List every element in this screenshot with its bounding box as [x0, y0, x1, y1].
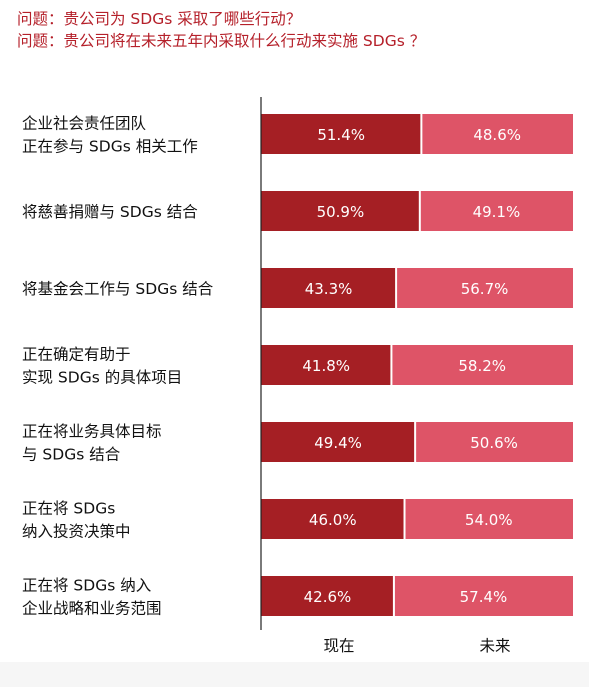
bar-value-label: 57.4%	[460, 588, 508, 606]
bar-value-label: 41.8%	[302, 357, 350, 375]
segment-separator	[392, 576, 395, 616]
bar-segment-future	[419, 191, 573, 231]
category-label: 正在将 SDGs 纳入企业战略和业务范围	[22, 577, 162, 618]
bar-value-label: 46.0%	[309, 511, 357, 529]
bar-value-label: 49.4%	[314, 434, 362, 452]
bar-value-label: 58.2%	[458, 357, 506, 375]
bottom-strip	[0, 662, 589, 687]
bar-value-label: 49.1%	[473, 203, 521, 221]
bar-segment-now	[261, 499, 405, 539]
bar-segment-future	[404, 499, 573, 539]
bar-value-label: 56.7%	[461, 280, 509, 298]
segment-separator	[414, 422, 417, 462]
bar-segment-now	[261, 576, 394, 616]
bar-segment-future	[391, 345, 573, 385]
bar-value-label: 50.9%	[317, 203, 365, 221]
category-label-line: 实现 SDGs 的具体项目	[22, 369, 182, 387]
question-block: 问题：贵公司为 SDGs 采取了哪些行动？ 问题：贵公司将在未来五年内采取什么行…	[17, 8, 577, 52]
segment-separator	[403, 499, 406, 539]
category-label-line: 企业社会责任团队	[22, 115, 147, 133]
bar-value-label: 51.4%	[317, 126, 365, 144]
category-label: 正在确定有助于实现 SDGs 的具体项目	[22, 346, 182, 387]
question-current-actions: 问题：贵公司为 SDGs 采取了哪些行动？	[17, 10, 302, 28]
category-label-line: 将慈善捐赠与 SDGs 结合	[22, 203, 198, 221]
category-label: 将慈善捐赠与 SDGs 结合	[22, 203, 198, 221]
category-label-line: 将基金会工作与 SDGs 结合	[22, 280, 214, 298]
segment-separator	[390, 345, 393, 385]
category-label-line: 正在确定有助于	[22, 346, 131, 364]
bar-segment-now	[261, 268, 397, 308]
axis-label-now: 现在	[323, 637, 354, 655]
segment-separator	[418, 191, 421, 231]
bar-segment-future	[421, 114, 573, 154]
segment-separator	[420, 114, 423, 154]
category-label-line: 纳入投资决策中	[22, 523, 131, 541]
category-label: 正在将业务具体目标与 SDGs 结合	[22, 423, 162, 464]
category-label-line: 正在将 SDGs 纳入	[22, 577, 151, 595]
axis-label-future: 未来	[479, 637, 510, 655]
bar-segment-future	[396, 268, 573, 308]
bar-segment-now	[261, 422, 416, 462]
category-label-line: 正在参与 SDGs 相关工作	[22, 138, 198, 156]
category-label: 企业社会责任团队正在参与 SDGs 相关工作	[22, 115, 198, 156]
category-label-line: 正在将业务具体目标	[22, 423, 162, 441]
category-label: 将基金会工作与 SDGs 结合	[22, 280, 214, 298]
bar-value-label: 48.6%	[473, 126, 521, 144]
category-label: 正在将 SDGs 纳入投资决策中	[22, 500, 131, 541]
category-label-line: 与 SDGs 结合	[22, 446, 121, 464]
bar-value-label: 43.3%	[305, 280, 353, 298]
bar-segment-now	[261, 345, 392, 385]
bar-value-label: 42.6%	[304, 588, 352, 606]
bar-value-label: 50.6%	[470, 434, 518, 452]
category-label-line: 企业战略和业务范围	[22, 600, 162, 618]
bar-value-label: 54.0%	[465, 511, 513, 529]
bar-segment-future	[393, 576, 573, 616]
segment-separator	[395, 268, 398, 308]
bar-segment-now	[261, 114, 422, 154]
category-label-line: 正在将 SDGs	[22, 500, 115, 518]
bar-segment-future	[415, 422, 573, 462]
question-future-actions: 问题：贵公司将在未来五年内采取什么行动来实施 SDGs ？	[17, 32, 426, 50]
bar-segment-now	[261, 191, 420, 231]
